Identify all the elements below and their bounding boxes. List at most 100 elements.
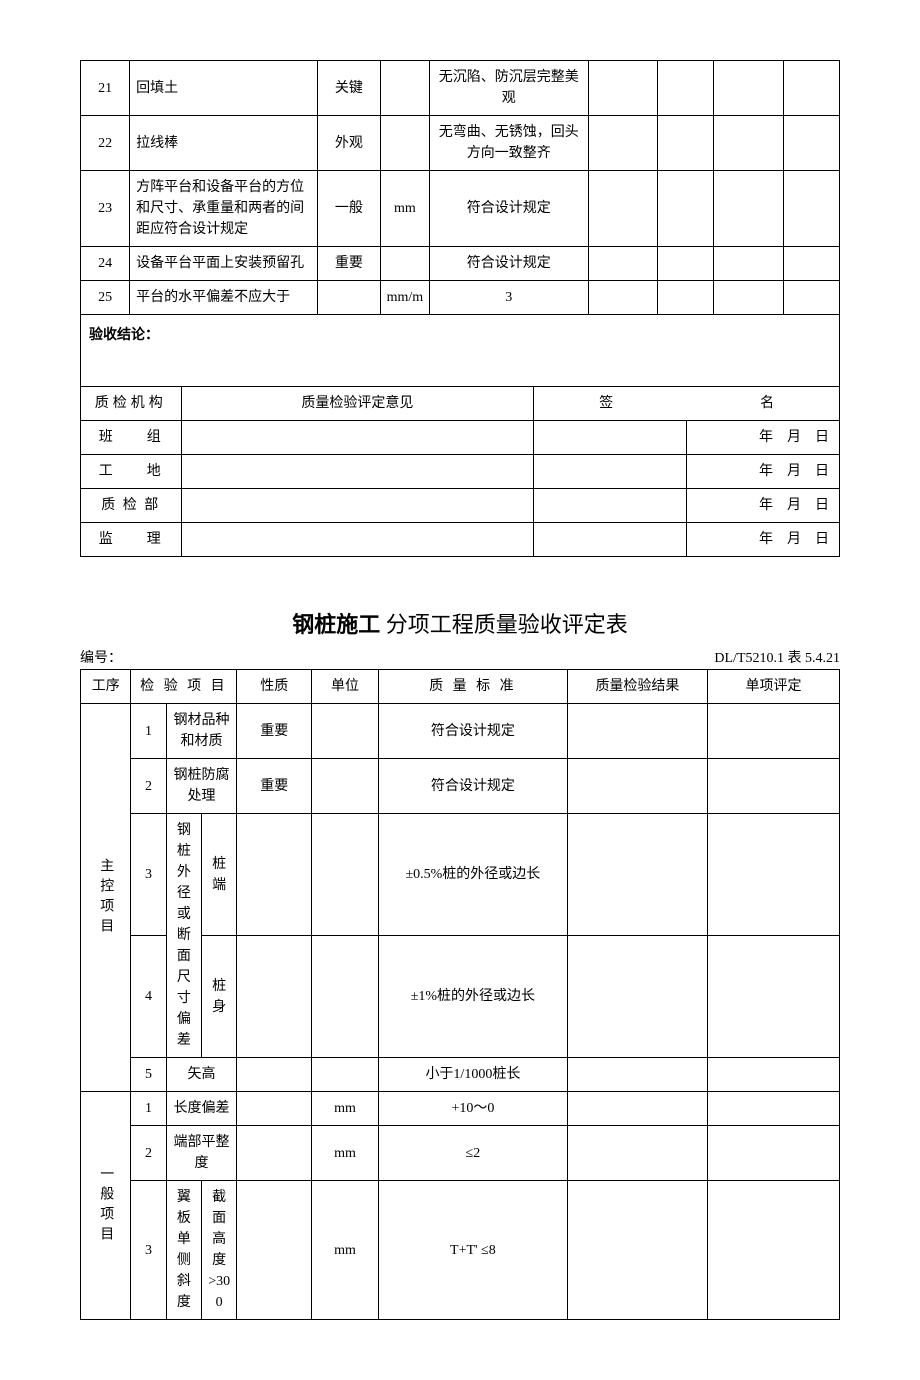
t3-idx: 4 (131, 936, 166, 1058)
row-std: 无沉陷、防沉层完整美观 (429, 61, 588, 116)
title-main: 钢桩施工 (292, 612, 380, 637)
row-blank (714, 281, 784, 315)
t3-unit (312, 759, 379, 814)
title-sub: 分项工程质量验收评定表 (380, 612, 628, 637)
t3-eval (707, 1092, 839, 1126)
t3-std: 符合设计规定 (378, 759, 567, 814)
t3-nature (237, 1181, 312, 1320)
signoff-opinion (181, 455, 534, 489)
t3-std: 符合设计规定 (378, 704, 567, 759)
t3-std: ±1%桩的外径或边长 (378, 936, 567, 1058)
t3-std: +10～0 (378, 1092, 567, 1126)
t3-eval (707, 759, 839, 814)
row-item: 方阵平台和设备平台的方位和尺寸、承重量和两者的间距应符合设计规定 (130, 171, 318, 247)
t3-res (567, 1058, 707, 1092)
t3-res (567, 1092, 707, 1126)
t3-idx: 3 (131, 1181, 166, 1320)
conclusion-table: 验收结论： (80, 314, 840, 387)
t3-unit: mm (312, 1092, 379, 1126)
t3-eval (707, 936, 839, 1058)
inspection-items-table: 21回填土关键无沉陷、防沉层完整美观22拉线棒外观无弯曲、无锈蚀，回头方向一致整… (80, 60, 840, 315)
row-std: 无弯曲、无锈蚀，回头方向一致整齐 (429, 116, 588, 171)
t3-nature: 重要 (237, 759, 312, 814)
t3-res (567, 1181, 707, 1320)
t3-nature (237, 814, 312, 936)
row-std: 符合设计规定 (429, 171, 588, 247)
row-nature: 外观 (317, 116, 380, 171)
hdr-std: 质 量 标 准 (378, 670, 567, 704)
t3-std: ≤2 (378, 1126, 567, 1181)
row-blank (714, 171, 784, 247)
t3-idx: 1 (131, 1092, 166, 1126)
standard-ref: DL/T5210.1 表 5.4.21 (714, 647, 840, 667)
row-blank (658, 247, 714, 281)
signoff-opinion (181, 523, 534, 557)
hdr-item: 检 验 项 目 (131, 670, 237, 704)
t3-item: 端部平整度 (166, 1126, 237, 1181)
t3-res (567, 936, 707, 1058)
row-nature: 重要 (317, 247, 380, 281)
row-blank (588, 247, 658, 281)
group2-label: 一般项目 (95, 1166, 116, 1246)
row-blank (658, 116, 714, 171)
group-general: 一般项目 (81, 1092, 131, 1320)
signoff-org: 班 组 (81, 421, 182, 455)
hdr-res: 质量检验结果 (567, 670, 707, 704)
conclusion-label: 验收结论： (81, 315, 840, 387)
t3-idx: 2 (131, 759, 166, 814)
row-unit: mm (380, 171, 429, 247)
doc-number-label: 编号： (80, 647, 122, 667)
t3-eval (707, 814, 839, 936)
t3-res (567, 759, 707, 814)
t3-unit: mm (312, 1126, 379, 1181)
t3-unit (312, 936, 379, 1058)
sub-header: 编号： DL/T5210.1 表 5.4.21 (80, 647, 840, 667)
t3-item: 钢桩防腐处理 (166, 759, 237, 814)
row-nature (317, 281, 380, 315)
row-blank (588, 61, 658, 116)
row-blank (783, 116, 839, 171)
signoff-org: 工 地 (81, 455, 182, 489)
row-blank (714, 61, 784, 116)
signoff-signature (534, 455, 687, 489)
signoff-date: 年 月 日 (687, 489, 840, 523)
row-blank (588, 116, 658, 171)
row-blank (714, 116, 784, 171)
row-item: 平台的水平偏差不应大于 (130, 281, 318, 315)
row-blank (588, 171, 658, 247)
signoff-opinion (181, 489, 534, 523)
signoff-date: 年 月 日 (687, 421, 840, 455)
hdr-eval: 单项评定 (707, 670, 839, 704)
t3-eval (707, 1126, 839, 1181)
t3-res (567, 704, 707, 759)
t3-item: 钢材品种和材质 (166, 704, 237, 759)
row-num: 25 (81, 281, 130, 315)
row-blank (714, 247, 784, 281)
t3-unit: mm (312, 1181, 379, 1320)
row-num: 23 (81, 171, 130, 247)
hdr-org: 质检机构 (81, 387, 182, 421)
group-main-control: 主控项目 (81, 704, 131, 1092)
t3-std: T+T' ≤8 (378, 1181, 567, 1320)
signoff-opinion (181, 421, 534, 455)
row-blank (658, 61, 714, 116)
row-num: 22 (81, 116, 130, 171)
t3-item-b: 桩端 (202, 814, 237, 936)
t3-nature (237, 936, 312, 1058)
signoff-table: 质检机构 质量检验评定意见 签 名 班 组年 月 日工 地年 月 日质 检 部年… (80, 386, 840, 557)
t3-nature: 重要 (237, 704, 312, 759)
t3-item: 矢高 (166, 1058, 237, 1092)
t3-item-merged: 钢桩外径或断面尺寸偏差 (166, 814, 201, 1058)
t3-unit (312, 814, 379, 936)
row-unit: mm/m (380, 281, 429, 315)
t3-idx: 1 (131, 704, 166, 759)
row-num: 24 (81, 247, 130, 281)
row-item: 设备平台平面上安装预留孔 (130, 247, 318, 281)
group1-label: 主控项目 (95, 858, 116, 938)
t3-eval (707, 704, 839, 759)
hdr-opinion: 质量检验评定意见 (181, 387, 534, 421)
t3-idx: 2 (131, 1126, 166, 1181)
row-unit (380, 247, 429, 281)
t3-nature (237, 1126, 312, 1181)
t3-std: ±0.5%桩的外径或边长 (378, 814, 567, 936)
